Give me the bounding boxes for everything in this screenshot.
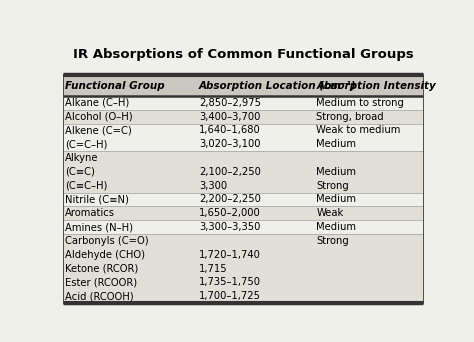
Text: 2,200–2,250: 2,200–2,250 [199,195,261,205]
Text: 3,300–3,350: 3,300–3,350 [199,222,260,232]
Text: Aldehyde (CHO): Aldehyde (CHO) [65,250,145,260]
Text: Aromatics: Aromatics [65,208,115,218]
Text: Strong, broad: Strong, broad [316,111,384,122]
Text: 1,700–1,725: 1,700–1,725 [199,291,261,301]
Text: Alkene (C=C): Alkene (C=C) [65,126,131,135]
Text: Weak: Weak [316,208,344,218]
Text: Ketone (RCOR): Ketone (RCOR) [65,264,138,274]
Text: Alcohol (O–H): Alcohol (O–H) [65,111,132,122]
Text: Medium: Medium [316,167,356,177]
Text: 3,020–3,100: 3,020–3,100 [199,139,260,149]
Text: 3,400–3,700: 3,400–3,700 [199,111,260,122]
Text: Strong: Strong [316,236,349,246]
Text: Ester (RCOOR): Ester (RCOOR) [65,277,137,287]
Text: 2,100–2,250: 2,100–2,250 [199,167,261,177]
Text: (C=C–H): (C=C–H) [65,139,107,149]
Text: 1,650–2,000: 1,650–2,000 [199,208,261,218]
Text: (C≡C): (C≡C) [65,167,95,177]
Text: Absorption Location (cm⁻¹): Absorption Location (cm⁻¹) [199,81,356,91]
Text: Functional Group: Functional Group [65,81,164,91]
Text: 3,300: 3,300 [199,181,227,191]
Text: Strong: Strong [316,181,349,191]
Text: Weak to medium: Weak to medium [316,126,401,135]
Bar [63,234,423,303]
Bar [63,151,423,193]
Text: 2,850–2,975: 2,850–2,975 [199,98,261,108]
Bar [63,110,423,123]
Text: Alkane (C–H): Alkane (C–H) [65,98,129,108]
Text: IR Absorptions of Common Functional Groups: IR Absorptions of Common Functional Grou… [73,48,413,61]
Text: Medium: Medium [316,222,356,232]
Text: Amines (N–H): Amines (N–H) [65,222,133,232]
Text: Absorption Intensity: Absorption Intensity [316,81,436,91]
Text: Alkyne: Alkyne [65,153,98,163]
Bar [63,77,423,96]
Text: 1,720–1,740: 1,720–1,740 [199,250,261,260]
Text: 1,640–1,680: 1,640–1,680 [199,126,261,135]
Text: (C≡C–H): (C≡C–H) [65,181,107,191]
Text: 1,735–1,750: 1,735–1,750 [199,277,261,287]
Text: Acid (RCOOH): Acid (RCOOH) [65,291,133,301]
Text: 1,715: 1,715 [199,264,228,274]
Bar [63,207,423,220]
Text: Carbonyls (C=O): Carbonyls (C=O) [65,236,148,246]
Text: Medium to strong: Medium to strong [316,98,404,108]
Text: Medium: Medium [316,139,356,149]
Text: Nitrile (C≡N): Nitrile (C≡N) [65,195,128,205]
Text: Medium: Medium [316,195,356,205]
